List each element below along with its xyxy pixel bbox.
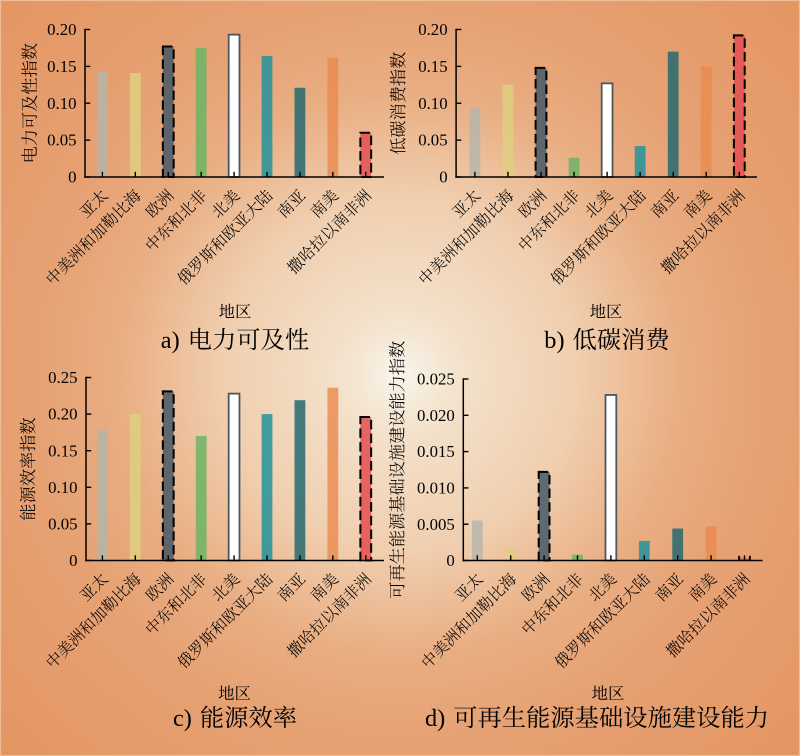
svg-text:0: 0 (439, 168, 447, 187)
svg-text:0.25: 0.25 (48, 368, 77, 387)
svg-text:0.020: 0.020 (417, 406, 455, 425)
svg-text:0: 0 (68, 168, 76, 187)
svg-text:0.05: 0.05 (48, 515, 77, 534)
svg-text:0.025: 0.025 (417, 370, 455, 389)
svg-text:0.20: 0.20 (48, 405, 77, 424)
svg-text:0.10: 0.10 (47, 94, 76, 113)
svg-text:0.005: 0.005 (417, 515, 455, 534)
svg-text:0.20: 0.20 (418, 20, 447, 39)
svg-text:0: 0 (69, 551, 77, 570)
svg-text:0.15: 0.15 (47, 57, 76, 76)
svg-text:0.010: 0.010 (417, 479, 455, 498)
svg-text:c): c) (173, 705, 192, 732)
svg-text:d): d) (425, 705, 445, 732)
svg-text:0: 0 (446, 551, 454, 570)
svg-text:0.15: 0.15 (418, 57, 447, 76)
svg-text:0.05: 0.05 (47, 131, 76, 150)
svg-text:0.10: 0.10 (418, 94, 447, 113)
svg-text:0.05: 0.05 (418, 131, 447, 150)
svg-text:b): b) (544, 327, 564, 354)
svg-text:0.015: 0.015 (417, 442, 455, 461)
svg-text:0.15: 0.15 (48, 441, 77, 460)
svg-text:0.10: 0.10 (48, 478, 77, 497)
svg-text:a): a) (161, 327, 180, 354)
svg-text:0.20: 0.20 (47, 20, 76, 39)
